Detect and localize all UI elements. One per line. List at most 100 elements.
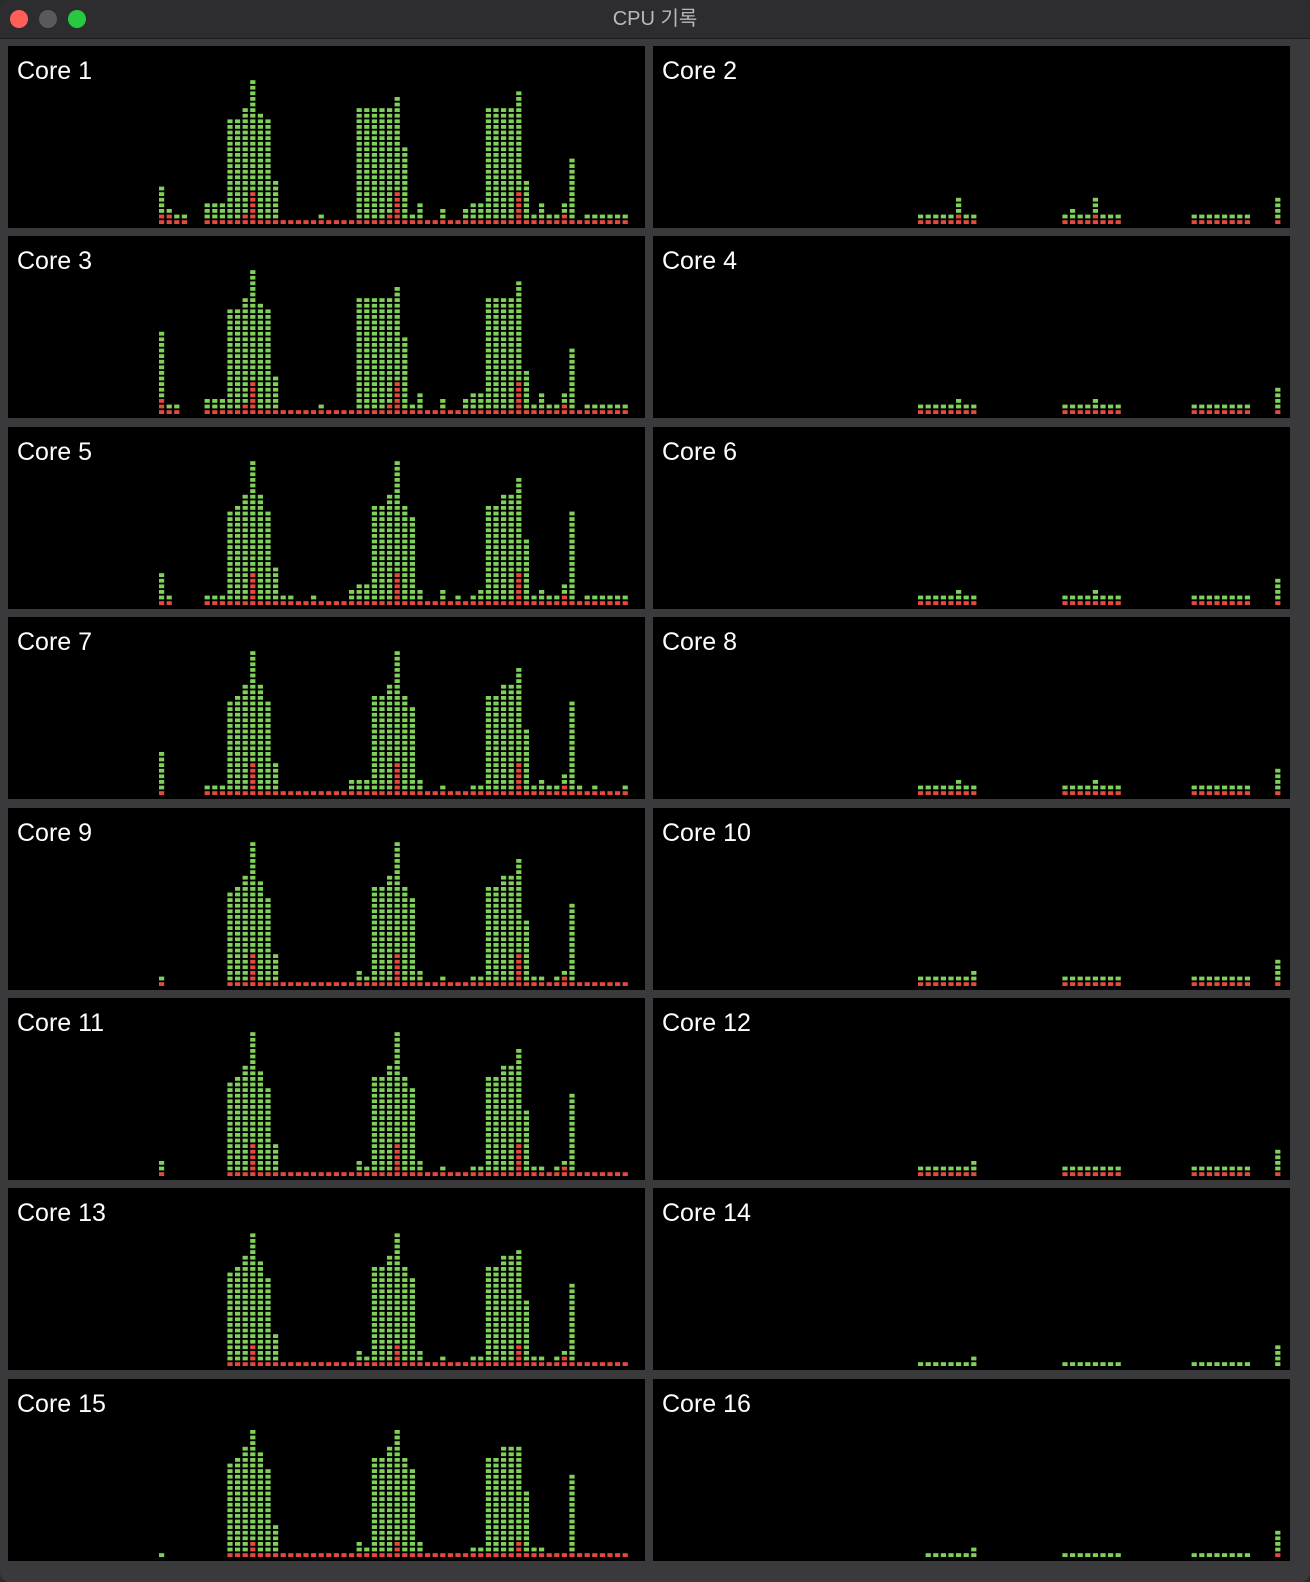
- user-load-cell: [485, 175, 491, 180]
- user-load-cell: [501, 511, 507, 516]
- user-load-cell: [250, 371, 256, 376]
- user-load-cell: [257, 522, 263, 527]
- user-load-cell: [1199, 785, 1205, 790]
- usage-bar: [539, 1356, 545, 1367]
- system-load-cell: [1214, 220, 1220, 224]
- user-load-cell: [387, 141, 393, 146]
- system-load-cell: [174, 410, 180, 415]
- user-load-cell: [227, 746, 233, 751]
- user-load-cell: [235, 141, 241, 146]
- system-load-cell: [250, 964, 256, 969]
- user-load-cell: [257, 500, 263, 504]
- user-load-cell: [523, 746, 529, 751]
- system-load-cell: [311, 981, 317, 986]
- user-load-cell: [409, 1328, 415, 1333]
- user-load-cell: [227, 1272, 233, 1277]
- user-load-cell: [485, 1127, 491, 1132]
- user-load-cell: [971, 595, 977, 600]
- usage-bar: [174, 214, 180, 224]
- user-load-cell: [1214, 785, 1220, 790]
- user-load-cell: [235, 1496, 241, 1501]
- user-load-cell: [273, 393, 279, 398]
- user-load-cell: [493, 1166, 499, 1171]
- user-load-cell: [371, 186, 377, 191]
- user-load-cell: [592, 214, 598, 219]
- usage-bar: [463, 209, 469, 224]
- user-load-cell: [485, 388, 491, 392]
- user-load-cell: [1275, 595, 1281, 600]
- user-load-cell: [470, 1547, 476, 1552]
- usage-bar: [212, 785, 218, 796]
- zoom-button[interactable]: [68, 10, 86, 28]
- user-load-cell: [250, 556, 256, 560]
- user-load-cell: [409, 976, 415, 980]
- usage-bar: [615, 404, 621, 415]
- user-load-cell: [508, 1468, 514, 1473]
- user-load-cell: [235, 595, 241, 600]
- system-load-cell: [326, 1172, 332, 1176]
- user-load-cell: [257, 1155, 263, 1160]
- user-load-cell: [257, 684, 263, 689]
- user-load-cell: [257, 914, 263, 919]
- user-load-cell: [508, 494, 514, 499]
- usage-bar: [925, 1552, 931, 1557]
- usage-bar: [940, 1552, 946, 1557]
- user-load-cell: [523, 1317, 529, 1322]
- user-load-cell: [485, 1480, 491, 1484]
- system-load-cell: [531, 600, 537, 605]
- user-load-cell: [273, 1149, 279, 1154]
- usage-bar: [546, 785, 552, 796]
- user-load-cell: [250, 147, 256, 152]
- user-load-cell: [242, 337, 248, 342]
- system-load-cell: [554, 220, 560, 224]
- user-load-cell: [501, 1356, 507, 1361]
- user-load-cell: [356, 376, 362, 381]
- title-bar[interactable]: CPU 기록: [0, 0, 1310, 39]
- usage-bar: [501, 1446, 507, 1557]
- usage-bar: [1092, 1362, 1098, 1367]
- user-load-cell: [364, 320, 370, 325]
- user-load-cell: [265, 337, 271, 342]
- user-load-cell: [516, 567, 522, 572]
- user-load-cell: [402, 724, 408, 728]
- minimize-button[interactable]: [39, 10, 57, 28]
- system-load-cell: [409, 1362, 415, 1367]
- user-load-cell: [379, 1474, 385, 1479]
- user-load-cell: [235, 589, 241, 594]
- usage-bar: [1214, 785, 1220, 796]
- user-load-cell: [379, 1463, 385, 1468]
- usage-bar: [1229, 1166, 1235, 1176]
- user-load-cell: [569, 511, 575, 516]
- usage-bar: [379, 1077, 385, 1176]
- user-load-cell: [402, 1480, 408, 1484]
- usage-bar: [227, 119, 233, 224]
- user-load-cell: [1191, 1362, 1197, 1367]
- user-load-cell: [227, 1485, 233, 1490]
- user-load-cell: [265, 953, 271, 958]
- system-load-cell: [250, 393, 256, 398]
- user-load-cell: [409, 729, 415, 734]
- system-load-cell: [364, 1172, 370, 1176]
- user-load-cell: [242, 1345, 248, 1350]
- user-load-cell: [387, 181, 393, 185]
- user-load-cell: [235, 1289, 241, 1294]
- system-load-cell: [592, 600, 598, 605]
- user-load-cell: [227, 780, 233, 784]
- user-load-cell: [622, 595, 628, 600]
- usage-bar: [1100, 1362, 1106, 1367]
- user-load-cell: [356, 304, 362, 308]
- usage-bar: [432, 1552, 438, 1557]
- user-load-cell: [379, 360, 385, 364]
- user-load-cell: [379, 1312, 385, 1316]
- user-load-cell: [371, 774, 377, 779]
- user-load-cell: [227, 1278, 233, 1283]
- user-load-cell: [265, 1317, 271, 1322]
- user-load-cell: [257, 903, 263, 908]
- user-load-cell: [219, 214, 225, 219]
- user-load-cell: [242, 348, 248, 353]
- user-load-cell: [485, 931, 491, 936]
- user-load-cell: [478, 399, 484, 404]
- usage-bar: [440, 209, 446, 224]
- close-button[interactable]: [10, 10, 28, 28]
- user-load-cell: [402, 780, 408, 784]
